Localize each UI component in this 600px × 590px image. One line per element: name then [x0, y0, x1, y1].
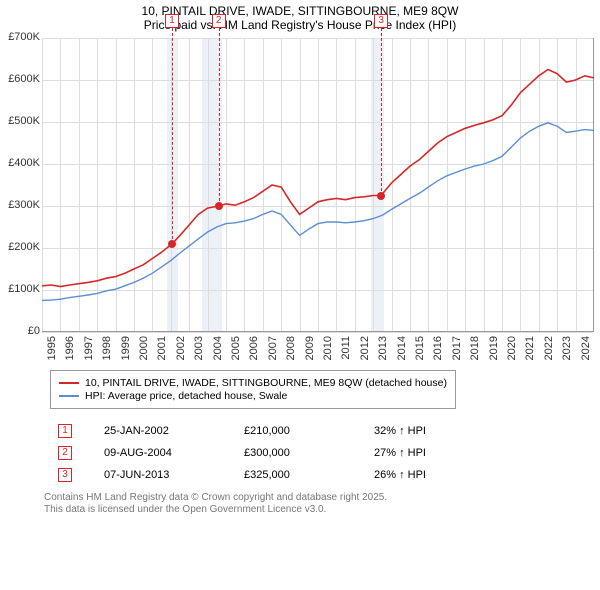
y-tick-label: £500K — [0, 115, 40, 127]
marker-box: 3 — [58, 468, 72, 482]
y-tick-label: £0 — [0, 325, 40, 337]
x-tick-label: 2020 — [506, 336, 518, 366]
x-tick-label: 2002 — [175, 336, 187, 366]
marker-box: 1 — [165, 14, 179, 28]
table-cell-date: 07-JUN-2013 — [104, 469, 244, 481]
x-tick-label: 1999 — [120, 336, 132, 366]
table-cell-pct: 26% ↑ HPI — [374, 469, 484, 481]
x-tick-label: 2023 — [561, 336, 573, 366]
x-tick-label: 2010 — [322, 336, 334, 366]
x-tick-label: 1998 — [101, 336, 113, 366]
x-tick-label: 1996 — [64, 336, 76, 366]
marker-line — [381, 28, 382, 196]
marker-dot — [377, 192, 385, 200]
x-tick-label: 2019 — [488, 336, 500, 366]
marker-line — [219, 28, 220, 206]
x-tick-label: 2022 — [543, 336, 555, 366]
legend-label: HPI: Average price, detached house, Swal… — [85, 390, 287, 402]
y-tick-label: £300K — [0, 199, 40, 211]
gridline-h — [42, 332, 593, 333]
marker-box: 2 — [212, 14, 226, 28]
x-tick-label: 2006 — [248, 336, 260, 366]
table-cell-price: £210,000 — [244, 425, 374, 437]
marker-line — [172, 28, 173, 244]
table-cell-marker: 3 — [44, 468, 104, 482]
table-cell-marker: 1 — [44, 424, 104, 438]
series-svg — [42, 38, 593, 331]
x-tick-label: 2007 — [267, 336, 279, 366]
x-tick-label: 2013 — [377, 336, 389, 366]
table-cell-price: £300,000 — [244, 447, 374, 459]
table-cell-price: £325,000 — [244, 469, 374, 481]
sales-table: 1 25-JAN-2002£210,00032% ↑ HPI 2 09-AUG-200… — [44, 420, 484, 486]
marker-dot — [215, 202, 223, 210]
y-tick-label: £700K — [0, 31, 40, 43]
x-tick-label: 2015 — [414, 336, 426, 366]
x-tick-label: 2014 — [396, 336, 408, 366]
x-tick-label: 2011 — [340, 336, 352, 366]
chart-plot-area: 123 — [42, 38, 594, 332]
x-tick-label: 2008 — [285, 336, 297, 366]
x-tick-label: 2017 — [451, 336, 463, 366]
x-tick-label: 2021 — [524, 336, 536, 366]
x-tick-label: 2001 — [156, 336, 168, 366]
marker-dot — [168, 240, 176, 248]
y-tick-label: £100K — [0, 283, 40, 295]
x-tick-label: 2004 — [212, 336, 224, 366]
table-row: 3 07-JUN-2013£325,00026% ↑ HPI — [44, 464, 484, 486]
x-tick-label: 2005 — [230, 336, 242, 366]
x-tick-label: 2016 — [432, 336, 444, 366]
marker-box: 1 — [58, 424, 72, 438]
marker-box: 3 — [374, 14, 388, 28]
legend-swatch — [59, 395, 79, 397]
x-tick-label: 2012 — [359, 336, 371, 366]
credit-text: Contains HM Land Registry data © Crown c… — [44, 492, 387, 516]
chart-title-block: 10, PINTAIL DRIVE, IWADE, SITTINGBOURNE,… — [0, 0, 600, 34]
legend-row: 10, PINTAIL DRIVE, IWADE, SITTINGBOURNE,… — [59, 377, 447, 389]
x-tick-label: 1995 — [46, 336, 58, 366]
x-tick-label: 2018 — [469, 336, 481, 366]
table-cell-pct: 27% ↑ HPI — [374, 447, 484, 459]
series-line — [42, 70, 594, 287]
table-row: 2 09-AUG-2004£300,00027% ↑ HPI — [44, 442, 484, 464]
credit-line-2: This data is licensed under the Open Gov… — [44, 504, 387, 516]
legend-row: HPI: Average price, detached house, Swal… — [59, 390, 447, 402]
table-cell-date: 09-AUG-2004 — [104, 447, 244, 459]
legend-label: 10, PINTAIL DRIVE, IWADE, SITTINGBOURNE,… — [85, 377, 447, 389]
credit-line-1: Contains HM Land Registry data © Crown c… — [44, 492, 387, 504]
x-tick-label: 2000 — [138, 336, 150, 366]
table-row: 1 25-JAN-2002£210,00032% ↑ HPI — [44, 420, 484, 442]
x-tick-label: 2009 — [304, 336, 316, 366]
marker-box: 2 — [58, 446, 72, 460]
chart-subtitle: Price paid vs. HM Land Registry's House … — [0, 18, 600, 32]
y-tick-label: £200K — [0, 241, 40, 253]
y-tick-label: £400K — [0, 157, 40, 169]
table-cell-marker: 2 — [44, 446, 104, 460]
x-tick-label: 2003 — [193, 336, 205, 366]
x-tick-label: 2024 — [580, 336, 592, 366]
y-tick-label: £600K — [0, 73, 40, 85]
chart-title: 10, PINTAIL DRIVE, IWADE, SITTINGBOURNE,… — [0, 4, 600, 18]
legend-swatch — [59, 382, 79, 384]
x-tick-label: 1997 — [83, 336, 95, 366]
table-cell-date: 25-JAN-2002 — [104, 425, 244, 437]
table-cell-pct: 32% ↑ HPI — [374, 425, 484, 437]
chart-legend: 10, PINTAIL DRIVE, IWADE, SITTINGBOURNE,… — [50, 370, 456, 409]
